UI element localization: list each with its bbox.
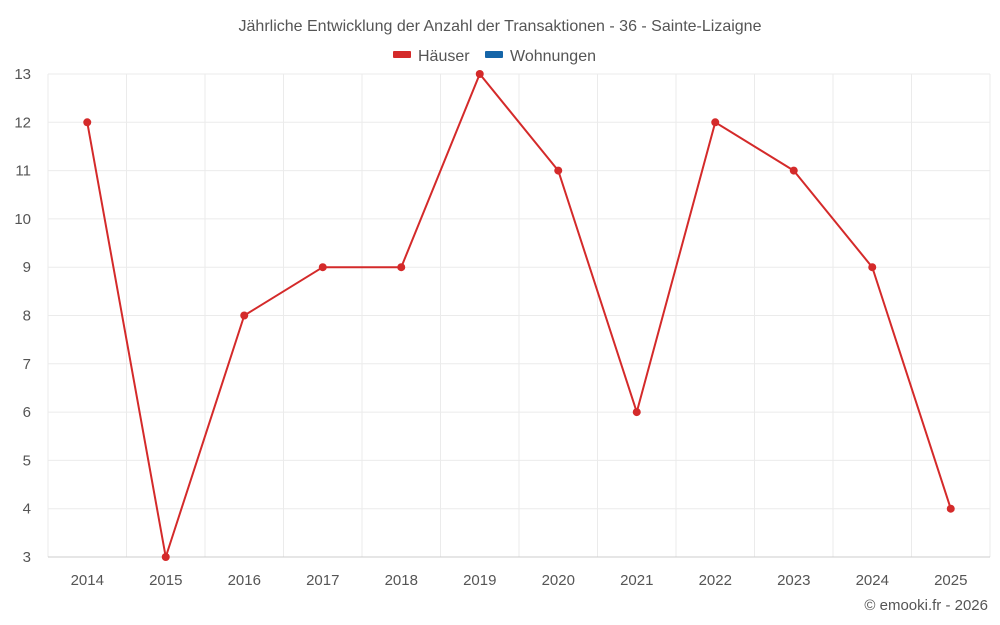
data-point[interactable]	[632, 408, 641, 417]
y-axis-ticks: 3 4 5 6 7 8 9 10 11 12 13	[14, 66, 31, 566]
x-tick-label: 2020	[542, 572, 575, 589]
data-point[interactable]	[789, 166, 798, 175]
x-tick-label: 2022	[699, 572, 732, 589]
data-point[interactable]	[318, 263, 327, 272]
legend-label-haeuser: Häuser	[418, 48, 470, 65]
data-point[interactable]	[868, 263, 877, 272]
legend-item-wohnungen[interactable]: Wohnungen	[485, 48, 596, 65]
x-tick-label: 2018	[385, 572, 418, 589]
y-tick-label: 6	[23, 404, 31, 421]
x-tick-label: 2014	[71, 572, 104, 589]
y-tick-label: 8	[23, 308, 31, 325]
x-tick-label: 2015	[149, 572, 182, 589]
data-point[interactable]	[397, 263, 406, 272]
x-tick-label: 2025	[934, 572, 967, 589]
data-point[interactable]	[83, 118, 92, 127]
data-point[interactable]	[711, 118, 720, 127]
y-tick-label: 7	[23, 356, 31, 373]
series-line	[86, 73, 952, 558]
data-point[interactable]	[161, 553, 170, 561]
data-point[interactable]	[475, 70, 484, 78]
x-tick-label: 2017	[306, 572, 339, 589]
series-haeuser	[83, 70, 955, 561]
data-point[interactable]	[554, 166, 563, 175]
grid	[47, 73, 991, 558]
credit-text: © emooki.fr - 2026	[864, 597, 988, 614]
x-tick-label: 2021	[620, 572, 653, 589]
y-tick-label: 5	[23, 452, 31, 469]
data-point[interactable]	[240, 311, 249, 320]
data-point[interactable]	[946, 504, 955, 513]
legend-swatch-wohnungen	[485, 51, 503, 58]
x-tick-label: 2023	[777, 572, 810, 589]
legend: Häuser Wohnungen	[393, 48, 596, 65]
x-tick-label: 2016	[228, 572, 261, 589]
legend-swatch-haeuser	[393, 51, 411, 58]
y-tick-label: 13	[14, 66, 31, 83]
y-tick-label: 12	[14, 114, 31, 131]
y-tick-label: 10	[14, 211, 31, 228]
legend-label-wohnungen: Wohnungen	[510, 48, 596, 65]
x-axis-ticks: 2014 2015 2016 2017 2018 2019 2020 2021 2022 2023…	[71, 572, 968, 589]
legend-item-haeuser[interactable]: Häuser	[393, 48, 470, 65]
y-tick-label: 3	[23, 549, 31, 566]
y-tick-label: 4	[23, 501, 31, 518]
y-tick-label: 11	[15, 163, 31, 180]
y-tick-label: 9	[23, 259, 31, 276]
x-tick-label: 2019	[463, 572, 496, 589]
x-tick-label: 2024	[856, 572, 889, 589]
chart-title: Jährliche Entwicklung der Anzahl der Tra…	[239, 18, 762, 35]
